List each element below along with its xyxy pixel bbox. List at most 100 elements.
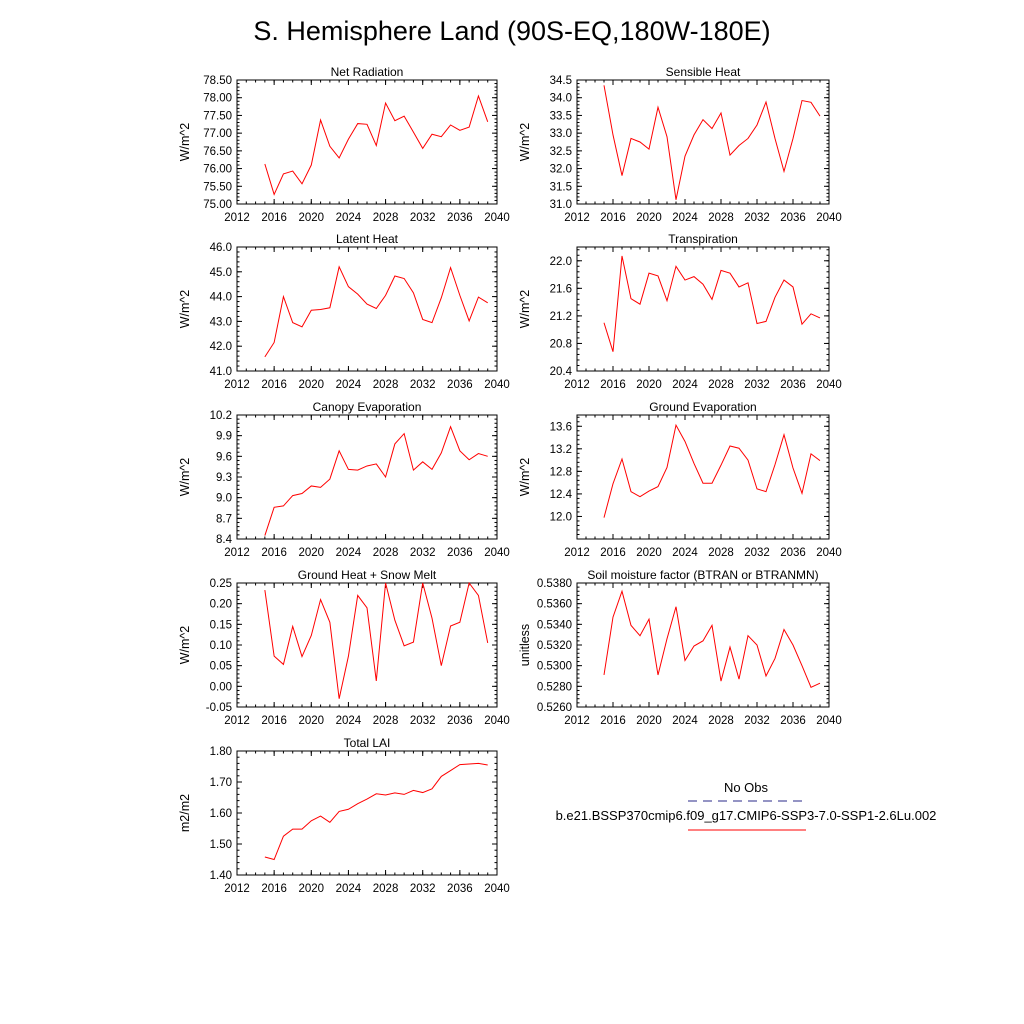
x-tick-label: 2020 bbox=[298, 547, 324, 559]
plot-frame bbox=[236, 750, 498, 876]
series-line bbox=[603, 589, 821, 689]
y-tick-label: 8.7 bbox=[216, 513, 232, 525]
x-tick-label: 2040 bbox=[484, 212, 510, 224]
series-line bbox=[603, 255, 821, 352]
y-tick-label: 76.00 bbox=[203, 164, 232, 176]
y-tick-label: 9.3 bbox=[216, 472, 232, 484]
x-tick-label: 2024 bbox=[336, 883, 362, 895]
x-tick-label: 2012 bbox=[224, 883, 250, 895]
y-tick-label: 21.2 bbox=[550, 311, 572, 323]
y-tick-label: 77.50 bbox=[203, 110, 232, 122]
x-tick-label: 2016 bbox=[600, 379, 626, 391]
y-axis-label: m2/m2 bbox=[178, 794, 192, 832]
y-tick-label: 21.6 bbox=[550, 283, 572, 295]
y-tick-label: 34.5 bbox=[550, 75, 572, 87]
y-tick-label: 0.25 bbox=[210, 578, 232, 590]
panel-title: Net Radiation bbox=[331, 65, 404, 79]
x-tick-label: 2040 bbox=[816, 715, 842, 727]
y-tick-label: 10.2 bbox=[210, 410, 232, 422]
y-axis-label: unitless bbox=[518, 624, 532, 666]
x-tick-label: 2024 bbox=[336, 547, 362, 559]
y-tick-label: 13.6 bbox=[550, 421, 572, 433]
y-tick-label: 12.4 bbox=[550, 489, 573, 501]
panel-4: Transpiration 2012 2016 2020 2024 2028 2032 203… bbox=[518, 232, 842, 391]
y-axis-label: W/m^2 bbox=[518, 458, 532, 497]
y-tick-label: 44.0 bbox=[210, 292, 232, 304]
panel-8: Soil moisture factor (BTRAN or BTRANMN) 2… bbox=[518, 568, 842, 727]
series-line bbox=[264, 265, 488, 358]
panel-2: Sensible Heat 2012 2016 2020 2024 2028 2032 203… bbox=[518, 65, 842, 224]
panel-5: Canopy Evaporation 2012 2016 2020 2024 2028 20… bbox=[178, 400, 510, 559]
y-tick-label: 0.00 bbox=[210, 681, 232, 693]
panel-title: Sensible Heat bbox=[666, 65, 741, 79]
y-tick-label: 1.70 bbox=[210, 777, 232, 789]
series-line bbox=[603, 85, 821, 200]
panel-title: Soil moisture factor (BTRAN or BTRANMN) bbox=[587, 568, 818, 582]
series-line bbox=[264, 762, 488, 861]
y-tick-label: 78.50 bbox=[203, 75, 232, 87]
x-tick-label: 2028 bbox=[708, 715, 734, 727]
y-tick-label: 0.5260 bbox=[537, 702, 572, 714]
x-tick-label: 2036 bbox=[447, 547, 473, 559]
panel-1: Net Radiation 2012 2016 2020 2024 2028 2032 203… bbox=[178, 65, 510, 224]
x-tick-label: 2032 bbox=[744, 212, 770, 224]
x-tick-label: 2036 bbox=[780, 379, 806, 391]
y-tick-label: 76.50 bbox=[203, 146, 232, 158]
plot-frame bbox=[576, 246, 830, 372]
x-tick-label: 2012 bbox=[564, 547, 590, 559]
y-tick-label: 22.0 bbox=[550, 256, 572, 268]
x-tick-label: 2024 bbox=[672, 212, 698, 224]
panel-title: Total LAI bbox=[344, 736, 391, 750]
x-tick-label: 2028 bbox=[373, 379, 399, 391]
y-tick-label: 9.9 bbox=[216, 431, 232, 443]
y-tick-label: 1.50 bbox=[210, 839, 232, 851]
x-tick-label: 2016 bbox=[600, 547, 626, 559]
x-tick-label: 2016 bbox=[261, 883, 287, 895]
x-tick-label: 2028 bbox=[708, 212, 734, 224]
x-tick-label: 2032 bbox=[744, 715, 770, 727]
series-line bbox=[264, 581, 489, 699]
x-tick-label: 2016 bbox=[600, 212, 626, 224]
panel-title: Ground Heat + Snow Melt bbox=[298, 568, 437, 582]
x-tick-label: 2036 bbox=[780, 715, 806, 727]
panels: Net Radiation 2012 2016 2020 2024 2028 2032 203… bbox=[178, 65, 842, 895]
y-tick-label: 78.00 bbox=[203, 93, 232, 105]
x-tick-label: 2028 bbox=[373, 212, 399, 224]
y-tick-label: 0.5320 bbox=[537, 640, 572, 652]
x-tick-label: 2020 bbox=[636, 715, 662, 727]
y-tick-label: 0.15 bbox=[210, 619, 232, 631]
y-tick-label: 31.5 bbox=[550, 181, 572, 193]
x-tick-label: 2012 bbox=[564, 715, 590, 727]
x-tick-label: 2040 bbox=[484, 547, 510, 559]
x-tick-label: 2016 bbox=[261, 379, 287, 391]
y-tick-label: 75.50 bbox=[203, 181, 232, 193]
y-tick-label: 1.40 bbox=[210, 870, 232, 882]
x-tick-label: 2016 bbox=[261, 547, 287, 559]
x-tick-label: 2028 bbox=[373, 715, 399, 727]
x-tick-label: 2024 bbox=[336, 715, 362, 727]
y-tick-label: 41.0 bbox=[210, 366, 232, 378]
x-tick-label: 2020 bbox=[298, 379, 324, 391]
y-tick-label: 45.0 bbox=[210, 267, 232, 279]
y-tick-label: 9.0 bbox=[216, 493, 232, 505]
y-tick-label: 1.80 bbox=[210, 746, 232, 758]
x-tick-label: 2012 bbox=[224, 715, 250, 727]
x-tick-label: 2024 bbox=[336, 212, 362, 224]
panel-title: Transpiration bbox=[668, 232, 738, 246]
x-tick-label: 2020 bbox=[298, 883, 324, 895]
x-tick-label: 2040 bbox=[484, 379, 510, 391]
y-tick-label: 13.2 bbox=[550, 444, 572, 456]
panel-7: Ground Heat + Snow Melt 2012 2016 2020 2024 2… bbox=[178, 568, 510, 727]
y-tick-label: 0.5280 bbox=[537, 681, 572, 693]
y-tick-label: 43.0 bbox=[210, 316, 232, 328]
y-tick-label: 1.60 bbox=[210, 808, 232, 820]
y-tick-label: 0.5360 bbox=[537, 599, 572, 611]
x-tick-label: 2028 bbox=[708, 379, 734, 391]
series-line bbox=[603, 423, 821, 518]
x-tick-label: 2024 bbox=[336, 379, 362, 391]
legend-model-label: b.e21.BSSP370cmip6.f09_g17.CMIP6-SSP3-7.… bbox=[556, 808, 937, 823]
legend: No Obs b.e21.BSSP370cmip6.f09_g17.CMIP6-… bbox=[556, 780, 937, 831]
x-tick-label: 2040 bbox=[816, 212, 842, 224]
panel-9: Total LAI 2012 2016 2020 2024 2028 2032 2036 204… bbox=[178, 736, 510, 895]
